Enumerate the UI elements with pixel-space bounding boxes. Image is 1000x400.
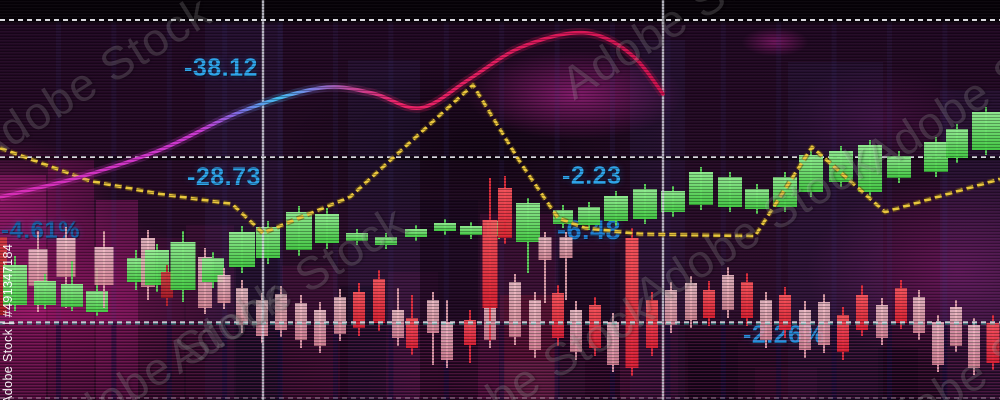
price-label: -2.23 bbox=[562, 162, 622, 190]
price-label: -28.73 bbox=[187, 163, 261, 191]
watermark-id-text: Adobe Stock | #491347184 bbox=[1, 243, 15, 400]
price-label: -38.12 bbox=[184, 54, 258, 82]
